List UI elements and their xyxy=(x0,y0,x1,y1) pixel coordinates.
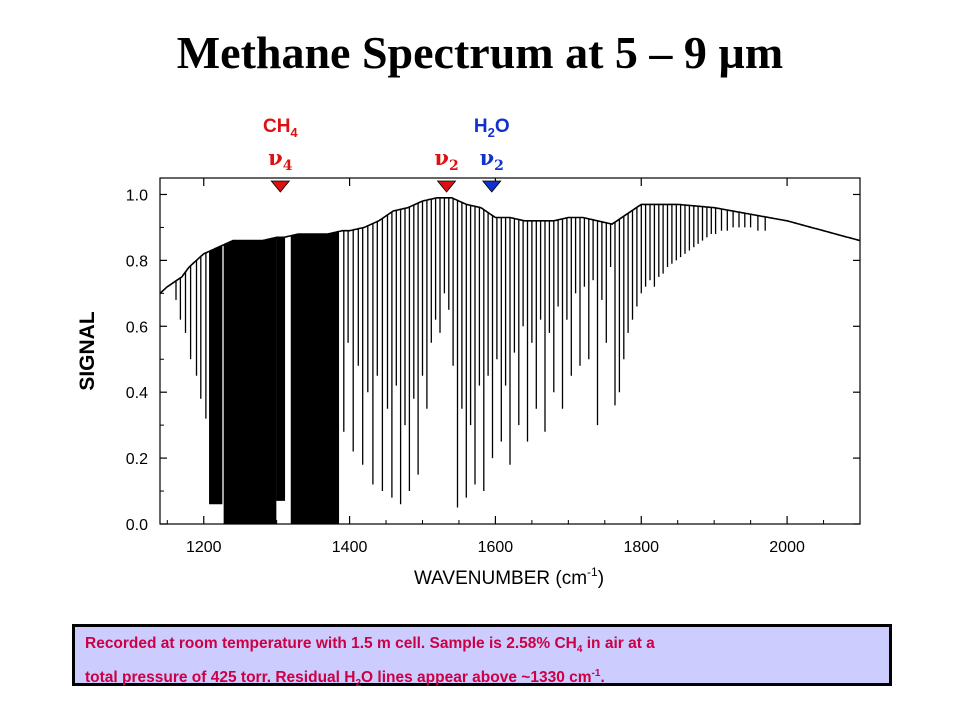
plot-frame xyxy=(159,177,861,525)
band-marker-triangle-2 xyxy=(481,180,502,193)
page-title: Methane Spectrum at 5 – 9 µm xyxy=(176,27,784,78)
x-tick-label-4: 2000 xyxy=(769,539,805,556)
spectrum-chart: 0.0 0.2 0.4 0.6 0.8 1.0 1200 1400 1600 1800 2000 ν… xyxy=(76,116,861,589)
band-label-2: ν2 xyxy=(480,145,504,174)
saturated-band-2 xyxy=(276,237,286,501)
caption-box: Recorded at room temperature with 1.5 m … xyxy=(72,624,892,690)
y-axis-title: SIGNAL xyxy=(76,311,99,391)
band-marker-triangle-1 xyxy=(436,180,457,193)
y-tick-label-4: 0.8 xyxy=(126,253,148,270)
x-tick-label-0: 1200 xyxy=(186,539,222,556)
saturated-band-3 xyxy=(290,231,340,524)
band-label-1: ν2 xyxy=(434,145,458,174)
caption-line-2: total pressure of 425 torr. Residual H2O… xyxy=(85,668,605,690)
y-tick-label-3: 0.6 xyxy=(126,319,148,336)
y-tick-label-2: 0.4 xyxy=(126,385,148,402)
saturated-band-0 xyxy=(209,245,223,505)
y-tick-label-1: 0.2 xyxy=(126,451,148,468)
x-tick-label-1: 1400 xyxy=(332,539,368,556)
band-markers: ν4 CH4 ν2 ν2 H2O xyxy=(263,116,510,193)
band-marker-triangle-0 xyxy=(270,180,291,193)
x-tick-label-2: 1600 xyxy=(478,539,514,556)
spectrum-trace-group xyxy=(159,197,861,524)
axis-ticks: 0.0 0.2 0.4 0.6 0.8 1.0 1200 1400 1600 1800 2000 xyxy=(126,178,861,556)
molecule-label-2: H2O xyxy=(474,116,510,140)
y-tick-label-5: 1.0 xyxy=(126,187,148,204)
band-label-0: ν4 xyxy=(268,145,293,174)
x-tick-label-3: 1800 xyxy=(623,539,659,556)
x-axis-title: WAVENUMBER (cm-1) xyxy=(414,565,604,589)
caption-line-1: Recorded at room temperature with 1.5 m … xyxy=(85,635,655,656)
molecule-label-0: CH4 xyxy=(263,116,298,140)
y-tick-label-0: 0.0 xyxy=(126,517,148,534)
saturated-band-1 xyxy=(223,237,277,524)
